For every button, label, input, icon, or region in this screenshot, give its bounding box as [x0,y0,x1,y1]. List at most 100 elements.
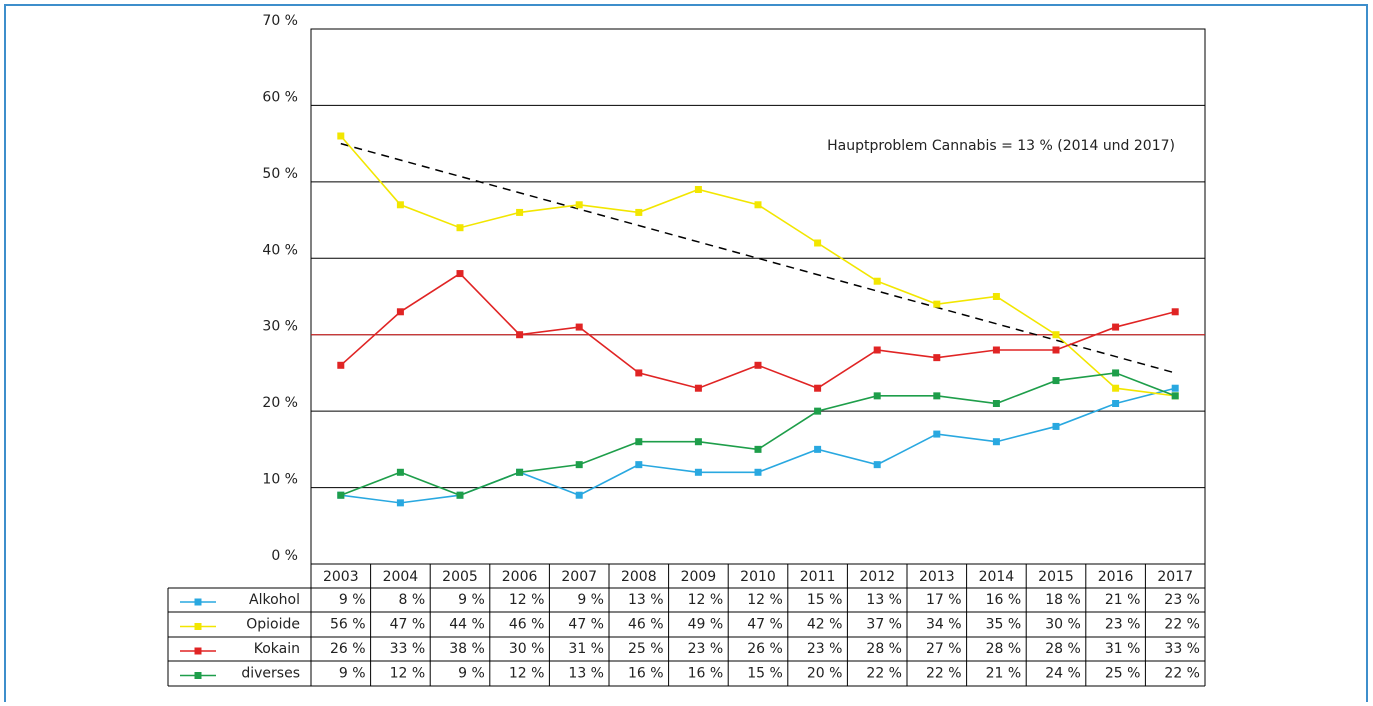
table-cell: 12 % [747,592,783,608]
table-cell: 12 % [509,666,545,682]
table-cell: 9 % [339,666,366,682]
table-cell: 24 % [1045,666,1081,682]
trend-line [340,142,1176,374]
table-cell: 9 % [339,592,366,608]
marker [516,208,524,216]
table-cell: 31 % [568,641,604,657]
table-cell: 25 % [628,641,664,657]
x-tick-label: 2007 [561,569,597,585]
table-cell: 26 % [747,641,783,657]
table-cell: 31 % [1105,641,1141,657]
table-cell: 42 % [807,617,843,633]
marker [933,430,941,438]
table-cell: 46 % [509,617,545,633]
marker [635,208,643,216]
table-cell: 33 % [390,641,426,657]
marker [694,186,702,193]
marker [754,361,762,369]
table-cell: 16 % [688,666,724,682]
table-cell: 15 % [747,666,783,682]
x-tick-label: 2013 [919,569,955,585]
marker [396,201,404,209]
table-cell: 16 % [628,666,664,682]
table-cell: 47 % [747,617,783,633]
marker [1052,377,1060,385]
marker [694,438,702,446]
table-cell: 46 % [628,617,664,633]
table-cell: 20 % [807,666,843,682]
y-tick-label: 70 % [262,13,298,29]
marker [396,499,404,507]
table-cell: 15 % [807,592,843,608]
marker [516,331,524,339]
x-tick-label: 2015 [1038,569,1074,585]
marker [337,132,345,140]
legend-label: Opioide [246,617,300,633]
marker [873,346,881,354]
y-tick-label: 60 % [262,89,298,105]
x-tick-label: 2003 [323,569,359,585]
table-cell: 17 % [926,592,962,608]
table-cell: 18 % [1045,592,1081,608]
annotation: Hauptproblem Cannabis = 13 % (2014 und 2… [827,138,1175,154]
marker [873,461,881,469]
marker [933,300,941,308]
table-cell: 33 % [1164,641,1200,657]
series-line [340,372,1176,497]
marker [754,201,762,209]
series-line [340,135,1176,397]
marker [754,445,762,453]
marker [694,468,702,476]
marker [1052,331,1060,339]
marker [1052,346,1060,354]
marker [814,445,822,453]
table-cell: 8 % [399,592,426,608]
table-cell: 12 % [390,666,426,682]
table-cell: 30 % [509,641,545,657]
table-cell: 25 % [1105,666,1141,682]
table-cell: 37 % [866,617,902,633]
legend-marker [194,647,202,655]
plot-border [310,28,1206,565]
marker [933,392,941,400]
y-tick-label: 50 % [262,166,298,182]
table-cell: 23 % [807,641,843,657]
legend-label: Kokain [254,641,300,657]
table-cell: 13 % [866,592,902,608]
table-cell: 12 % [509,592,545,608]
x-tick-label: 2011 [800,569,836,585]
table-cell: 47 % [568,617,604,633]
marker [337,361,345,369]
table-cell: 23 % [1164,592,1200,608]
marker [635,438,643,446]
y-tick-label: 20 % [262,395,298,411]
x-tick-label: 2016 [1098,569,1134,585]
table-cell: 9 % [577,592,604,608]
marker [456,270,464,278]
x-tick-label: 2017 [1157,569,1193,585]
marker [575,491,583,499]
table-cell: 13 % [628,592,664,608]
marker [1052,422,1060,430]
marker [635,461,643,469]
table-cell: 56 % [330,617,366,633]
marker [396,308,404,316]
table-cell: 28 % [866,641,902,657]
x-tick-label: 2006 [502,569,538,585]
marker [575,323,583,331]
marker [1112,323,1120,331]
table-cell: 49 % [688,617,724,633]
x-tick-label: 2014 [979,569,1015,585]
marker [694,384,702,392]
series-line [340,387,1176,504]
marker [1112,369,1120,377]
legend-label: diverses [241,666,300,682]
table-cell: 28 % [986,641,1022,657]
marker [516,468,524,476]
marker [933,354,941,362]
marker [814,239,822,247]
x-tick-label: 2009 [681,569,717,585]
legend-marker [194,672,202,679]
marker [1171,392,1179,400]
